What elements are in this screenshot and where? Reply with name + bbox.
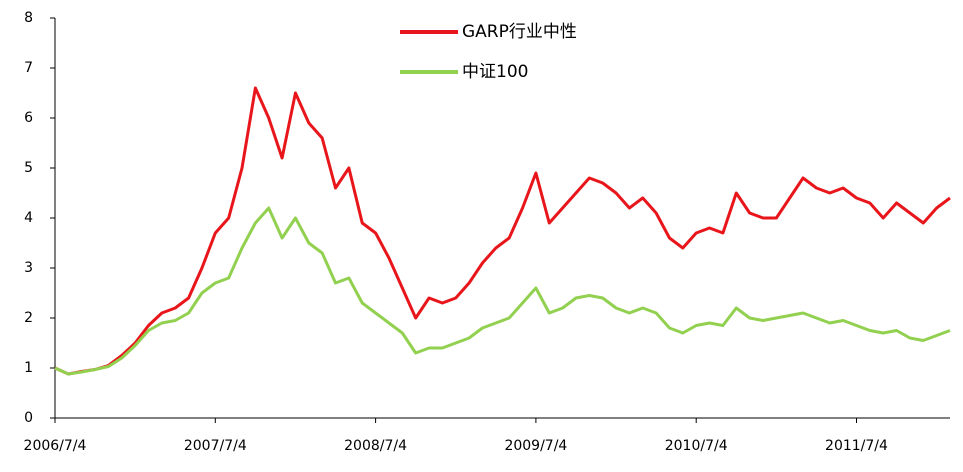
legend-label: 中证100 (462, 62, 528, 82)
y-tick-label: 8 (24, 10, 33, 26)
legend-label: GARP行业中性 (462, 22, 577, 42)
y-tick-label: 7 (24, 60, 33, 76)
x-tick-label: 2009/7/4 (504, 438, 567, 454)
series-line (54, 206, 951, 376)
y-tick-label: 2 (24, 310, 33, 326)
y-tick-label: 1 (24, 360, 33, 376)
y-tick-label: 4 (24, 210, 33, 226)
x-tick-label: 2010/7/4 (665, 438, 728, 454)
x-tick-label: 2008/7/4 (344, 438, 407, 454)
series-line (54, 86, 951, 376)
x-tick-label: 2006/7/4 (24, 438, 87, 454)
x-tick-label: 2007/7/4 (184, 438, 247, 454)
y-tick-label: 5 (24, 160, 33, 176)
y-tick-label: 3 (24, 260, 33, 276)
x-tick-label: 2011/7/4 (825, 438, 888, 454)
y-tick-label: 6 (24, 110, 33, 126)
y-tick-label: 0 (24, 410, 33, 426)
